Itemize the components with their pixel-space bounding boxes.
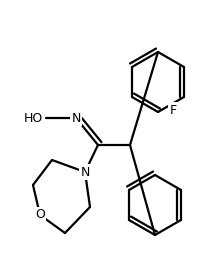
Text: N: N: [80, 166, 90, 178]
Text: O: O: [35, 208, 45, 221]
Text: HO: HO: [24, 112, 43, 125]
Text: N: N: [71, 112, 81, 125]
Text: F: F: [169, 104, 177, 117]
